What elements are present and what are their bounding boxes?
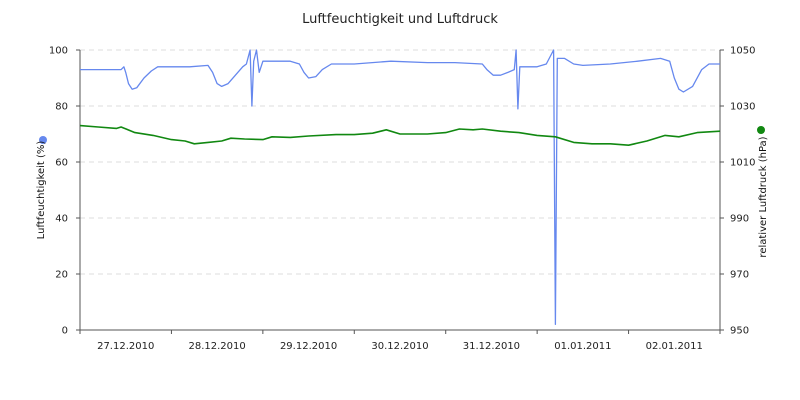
x-tick-label: 01.01.2011 <box>554 341 611 352</box>
left-tick-label: 80 <box>55 102 68 113</box>
x-tick-label: 02.01.2011 <box>646 341 703 352</box>
axis-legends: Luftfeuchtigkeit (%) relativer Luftdruck… <box>36 126 769 258</box>
right-tick-label: 1030 <box>730 102 755 113</box>
left-tick-label: 60 <box>55 158 68 169</box>
left-tick-label: 40 <box>55 214 68 225</box>
right-tick-label: 1050 <box>730 46 755 57</box>
right-tick-label: 990 <box>730 214 749 225</box>
humidity-series-line <box>80 49 720 326</box>
right-axis-label: relativer Luftdruck (hPa) <box>758 136 769 257</box>
x-tick-label: 30.12.2010 <box>371 341 428 352</box>
pressure-series-line <box>79 124 721 146</box>
x-tick-label: 31.12.2010 <box>463 341 520 352</box>
left-axis-label: Luftfeuchtigkeit (%) <box>36 141 47 240</box>
chart-title: Luftfeuchtigkeit und Luftdruck <box>302 12 498 27</box>
pressure-legend-dot <box>757 126 765 134</box>
left-axis-ticks: 0 20 40 60 80 100 <box>49 46 80 337</box>
series-lines <box>79 49 721 326</box>
right-tick-label: 950 <box>730 326 749 337</box>
x-axis-ticks: 27.12.2010 28.12.2010 29.12.2010 30.12.2010… <box>79 330 721 352</box>
x-tick-label: 29.12.2010 <box>280 341 337 352</box>
axes <box>79 50 721 331</box>
left-tick-label: 0 <box>62 326 68 337</box>
humidity-legend-dot <box>39 136 47 144</box>
right-tick-label: 970 <box>730 270 749 281</box>
x-tick-label: 28.12.2010 <box>189 341 246 352</box>
grid <box>80 49 720 275</box>
right-axis-ticks: 950 970 990 1010 1030 1050 <box>720 46 755 337</box>
left-tick-label: 100 <box>49 46 68 57</box>
x-tick-label: 27.12.2010 <box>97 341 154 352</box>
left-tick-label: 20 <box>55 270 68 281</box>
right-tick-label: 1010 <box>730 158 755 169</box>
